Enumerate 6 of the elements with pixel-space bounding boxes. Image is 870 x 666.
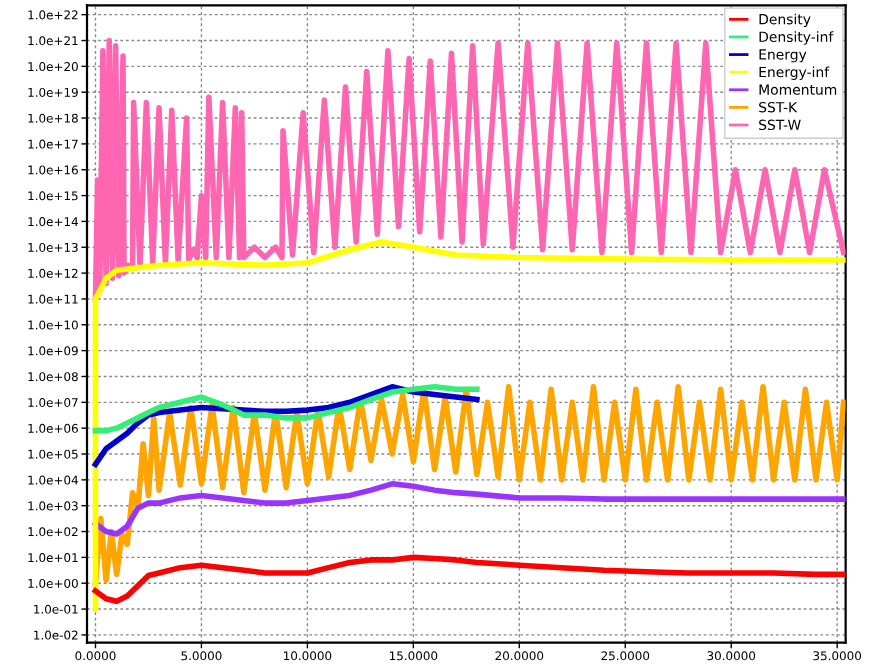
line-series [92,554,846,605]
line-series [92,481,846,537]
line-series [92,239,846,612]
line-series [92,383,480,468]
line-series [92,383,480,434]
line-series [92,383,846,586]
